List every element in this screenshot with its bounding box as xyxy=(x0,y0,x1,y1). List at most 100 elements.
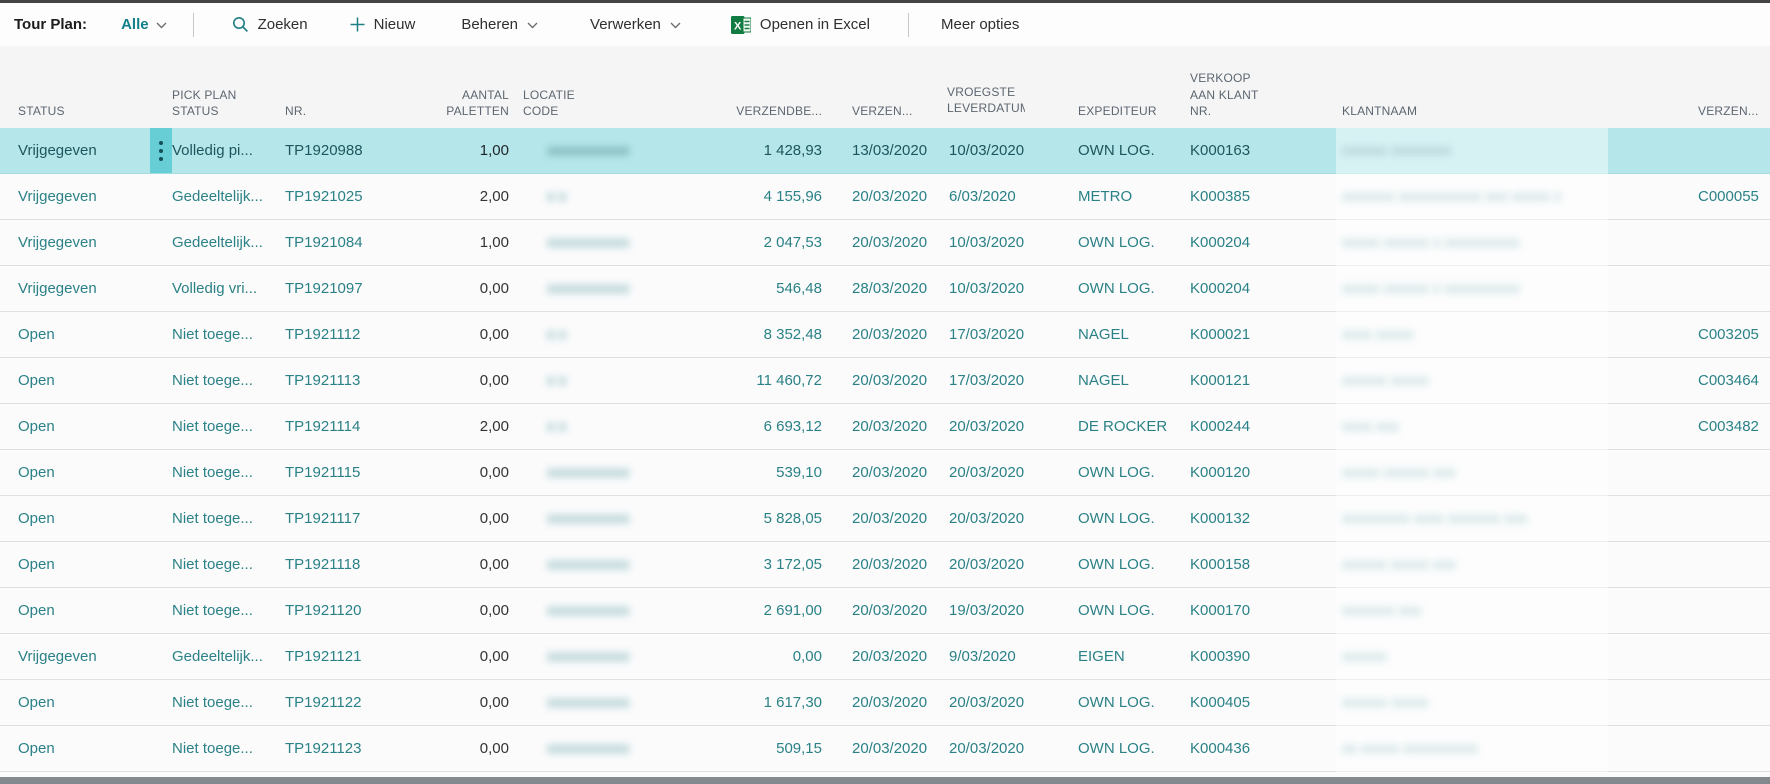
cell-nr[interactable]: TP1921121 xyxy=(285,648,362,665)
cell-verzendbedrag[interactable]: 5 828,05 xyxy=(763,510,822,527)
view-filter-value[interactable]: Alle xyxy=(121,16,149,33)
column-header-vroegste-leverdatum[interactable]: VROEGSTE LEVERDATUM xyxy=(947,84,1025,115)
cell-locatie-code[interactable]: x x xyxy=(547,326,567,343)
cell-klantnaam[interactable]: xxxxx xxxxxx xxx xyxy=(1342,464,1456,481)
column-header-verzendbedrag[interactable]: VERZENDBE... xyxy=(736,103,822,118)
cell-expediteur[interactable]: OWN LOG. xyxy=(1078,280,1155,297)
cell-locatie-code[interactable]: xxxxxxxxxxx xyxy=(547,510,630,527)
cell-locatie-code[interactable]: xxxxxxxxxxx xyxy=(547,740,630,757)
column-header-locatie-code[interactable]: LOCATIE CODE xyxy=(523,87,575,118)
cell-pick-plan-status[interactable]: Gedeeltelijk... xyxy=(172,234,263,251)
cell-pick-plan-status[interactable]: Niet toege... xyxy=(172,556,253,573)
cell-klantnaam[interactable]: xxxx xxxxx xyxy=(1342,326,1414,343)
cell-verzendbedrag[interactable]: 2 047,53 xyxy=(763,234,822,251)
cell-pick-plan-status[interactable]: Gedeeltelijk... xyxy=(172,188,263,205)
cell-verkoop-aan-klant-nr[interactable]: K000244 xyxy=(1190,418,1251,435)
cell-nr[interactable]: TP1921084 xyxy=(285,234,363,251)
cell-verkoop-aan-klant-nr[interactable]: K000204 xyxy=(1190,234,1251,251)
cell-klantnaam[interactable]: xx xxxxx xxxxxxxxxx xyxy=(1342,740,1478,757)
cell-klantnaam[interactable]: xxxxxxxxx xxxx xxxxxxx xxx xyxy=(1342,510,1528,527)
cell-locatie-code[interactable]: xxxxxxxxxxx xyxy=(547,694,630,711)
cell-locatie-code[interactable]: xxxxxxxxxxx xyxy=(547,602,630,619)
cell-nr[interactable]: TP1921122 xyxy=(285,694,362,711)
cell-verzenddatum-2[interactable]: C000055 xyxy=(1698,188,1759,205)
table-row[interactable]: Open Niet toege... TP1921117 0,00 xxxxxxxxxx… xyxy=(0,496,1770,542)
cell-vroegste-leverdatum[interactable]: 10/03/2020 xyxy=(949,280,1025,297)
cell-status[interactable]: Open xyxy=(18,418,55,435)
ellipsis-vertical-icon[interactable] xyxy=(159,140,163,161)
cell-aantal-paletten[interactable]: 2,00 xyxy=(479,188,509,205)
cell-verzenddatum[interactable]: 20/03/2020 xyxy=(852,648,928,665)
cell-verzenddatum[interactable]: 20/03/2020 xyxy=(852,740,928,757)
cell-verzendbedrag[interactable]: 1 617,30 xyxy=(763,694,822,711)
cell-pick-plan-status[interactable]: Gedeeltelijk... xyxy=(172,648,263,665)
column-header-aantal-paletten[interactable]: AANTAL PALETTEN xyxy=(446,87,509,118)
cell-status[interactable]: Open xyxy=(18,740,55,757)
cell-nr[interactable]: TP1921115 xyxy=(285,464,361,481)
search-button[interactable]: Zoeken xyxy=(232,16,308,33)
manage-menu-button[interactable]: Beheren xyxy=(461,16,538,33)
table-row[interactable]: Open Niet toege... TP1921115 0,00 xxxxxxxxxx… xyxy=(0,450,1770,496)
cell-locatie-code[interactable]: xxxxxxxxxxx xyxy=(547,234,630,251)
table-row[interactable]: Open Niet toege... TP1921122 0,00 xxxxxxxxxx… xyxy=(0,680,1770,726)
cell-expediteur[interactable]: OWN LOG. xyxy=(1078,740,1155,757)
cell-verkoop-aan-klant-nr[interactable]: K000132 xyxy=(1190,510,1251,527)
column-header-status[interactable]: STATUS xyxy=(18,103,65,118)
cell-verzendbedrag[interactable]: 539,10 xyxy=(776,464,822,481)
table-row[interactable]: Open Niet toege... TP1921112 0,00 x x 8 352,4… xyxy=(0,312,1770,358)
cell-verzenddatum-2[interactable]: C003464 xyxy=(1698,372,1759,389)
cell-aantal-paletten[interactable]: 0,00 xyxy=(479,510,509,527)
row-menu-cell[interactable] xyxy=(150,450,172,495)
cell-expediteur[interactable]: EIGEN xyxy=(1078,648,1125,665)
cell-aantal-paletten[interactable]: 0,00 xyxy=(479,326,509,343)
cell-klantnaam[interactable]: xxxxx xxxxxx x xxxxxxxxxx xyxy=(1342,234,1520,251)
table-row[interactable]: Open Niet toege... TP1921114 2,00 x x 6 693,1… xyxy=(0,404,1770,450)
cell-expediteur[interactable]: NAGEL xyxy=(1078,372,1129,389)
column-header-nr[interactable]: NR. xyxy=(285,103,307,118)
cell-klantnaam[interactable]: xxxxxxx xxx xyxy=(1342,602,1422,619)
cell-pick-plan-status[interactable]: Niet toege... xyxy=(172,418,253,435)
cell-pick-plan-status[interactable]: Niet toege... xyxy=(172,602,253,619)
cell-verkoop-aan-klant-nr[interactable]: K000021 xyxy=(1190,326,1251,343)
cell-aantal-paletten[interactable]: 0,00 xyxy=(479,602,509,619)
cell-verzendbedrag[interactable]: 2 691,00 xyxy=(763,602,822,619)
cell-verkoop-aan-klant-nr[interactable]: K000121 xyxy=(1190,372,1251,389)
cell-status[interactable]: Open xyxy=(18,694,55,711)
cell-locatie-code[interactable]: xxxxxxxxxxx xyxy=(547,280,630,297)
horizontal-scrollbar[interactable] xyxy=(0,777,1770,784)
cell-status[interactable]: Open xyxy=(18,326,55,343)
cell-expediteur[interactable]: OWN LOG. xyxy=(1078,510,1155,527)
cell-aantal-paletten[interactable]: 1,00 xyxy=(479,142,509,159)
row-menu-cell[interactable] xyxy=(150,496,172,541)
cell-verzenddatum[interactable]: 20/03/2020 xyxy=(852,602,928,619)
cell-locatie-code[interactable]: x x xyxy=(547,418,567,435)
cell-verkoop-aan-klant-nr[interactable]: K000158 xyxy=(1190,556,1251,573)
cell-verzendbedrag[interactable]: 8 352,48 xyxy=(763,326,822,343)
cell-pick-plan-status[interactable]: Volledig vri... xyxy=(172,280,258,297)
column-header-pick-plan-status[interactable]: PICK PLAN STATUS xyxy=(172,87,237,118)
cell-aantal-paletten[interactable]: 1,00 xyxy=(479,234,509,251)
cell-expediteur[interactable]: METRO xyxy=(1078,188,1133,205)
cell-verkoop-aan-klant-nr[interactable]: K000405 xyxy=(1190,694,1251,711)
cell-klantnaam[interactable]: xxxxxx xxxxxxxx xyxy=(1342,142,1452,159)
table-row[interactable]: Vrijgegeven Volledig pi... TP1920988 1,00 xx… xyxy=(0,128,1770,174)
cell-vroegste-leverdatum[interactable]: 20/03/2020 xyxy=(949,510,1025,527)
cell-nr[interactable]: TP1921118 xyxy=(285,556,361,573)
cell-vroegste-leverdatum[interactable]: 20/03/2020 xyxy=(949,694,1025,711)
cell-aantal-paletten[interactable]: 0,00 xyxy=(479,464,509,481)
column-header-klantnaam[interactable]: KLANTNAAM xyxy=(1342,103,1418,118)
table-row[interactable]: Open Niet toege... TP1921120 0,00 xxxxxxxxxx… xyxy=(0,588,1770,634)
column-header-verzenddatum-2[interactable]: VERZEN... xyxy=(1698,103,1759,118)
cell-aantal-paletten[interactable]: 2,00 xyxy=(479,418,509,435)
table-row[interactable]: Open Niet toege... TP1921118 0,00 xxxxxxxxxx… xyxy=(0,542,1770,588)
cell-klantnaam[interactable]: xxxxxx xxxxx xxx xyxy=(1342,556,1456,573)
cell-locatie-code[interactable]: xxxxxxxxxxx xyxy=(547,142,630,159)
more-options-button[interactable]: Meer opties xyxy=(941,16,1019,33)
cell-verzendbedrag[interactable]: 6 693,12 xyxy=(763,418,822,435)
cell-vroegste-leverdatum[interactable]: 6/03/2020 xyxy=(949,188,1016,205)
column-header-expediteur[interactable]: EXPEDITEUR xyxy=(1078,103,1157,118)
cell-klantnaam[interactable]: xxxxxxx xxxxxxxxxxx xxx xxxxx x xyxy=(1342,188,1562,205)
cell-nr[interactable]: TP1921120 xyxy=(285,602,362,619)
cell-verkoop-aan-klant-nr[interactable]: K000204 xyxy=(1190,280,1251,297)
cell-locatie-code[interactable]: x x xyxy=(547,372,567,389)
